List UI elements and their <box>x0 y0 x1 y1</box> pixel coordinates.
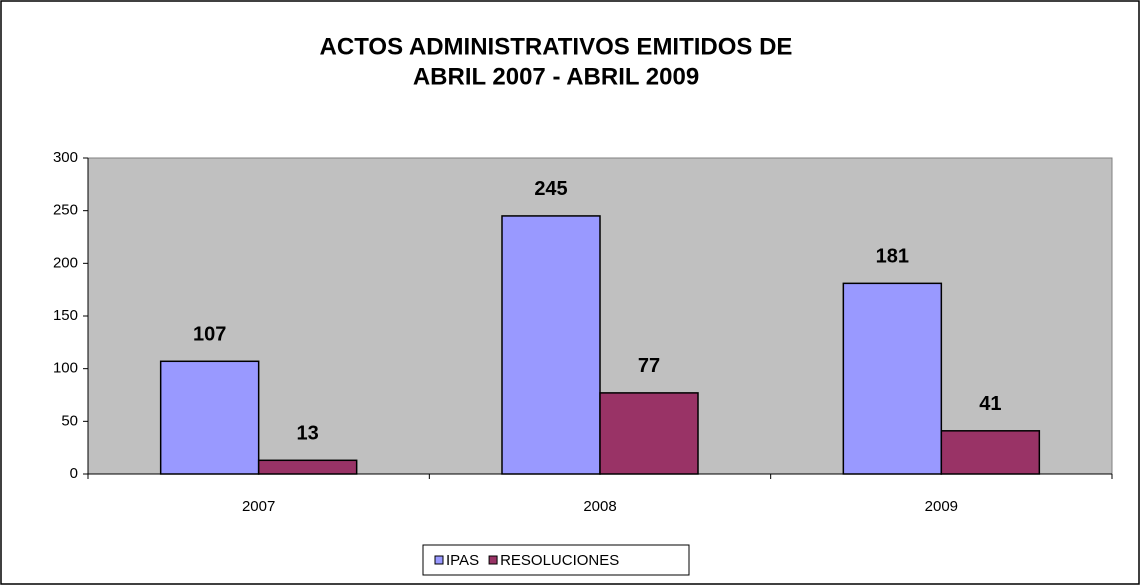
y-tick-label: 300 <box>53 149 78 166</box>
bar <box>599 392 699 475</box>
x-tick-label: 2008 <box>583 498 616 515</box>
y-tick-label: 250 <box>53 202 78 219</box>
bar <box>501 215 601 475</box>
y-tick-label: 150 <box>53 307 78 324</box>
data-label: 245 <box>534 178 567 200</box>
legend-label: IPAS <box>446 552 479 569</box>
bar <box>257 459 358 475</box>
y-tick-label: 100 <box>53 360 78 377</box>
y-tick-label: 200 <box>53 254 78 271</box>
legend-swatch <box>434 555 444 565</box>
chart-title: ACTOS ADMINISTRATIVOS EMITIDOS DE <box>320 33 793 60</box>
legend-swatch <box>488 555 498 565</box>
y-tick-label: 50 <box>61 412 78 429</box>
x-tick-label: 2009 <box>925 498 958 515</box>
bar <box>842 282 943 475</box>
bar <box>159 360 260 475</box>
data-label: 77 <box>638 355 660 377</box>
legend-label: RESOLUCIONES <box>500 552 619 569</box>
data-label: 13 <box>297 423 319 445</box>
data-label: 107 <box>193 324 226 346</box>
legend-box <box>422 544 690 576</box>
y-tick-label: 0 <box>70 465 78 482</box>
data-label: 41 <box>979 393 1001 415</box>
bar <box>940 430 1041 475</box>
chart-title: ABRIL 2007 - ABRIL 2009 <box>413 63 699 90</box>
data-label: 181 <box>876 246 909 268</box>
x-tick-label: 2007 <box>242 498 275 515</box>
